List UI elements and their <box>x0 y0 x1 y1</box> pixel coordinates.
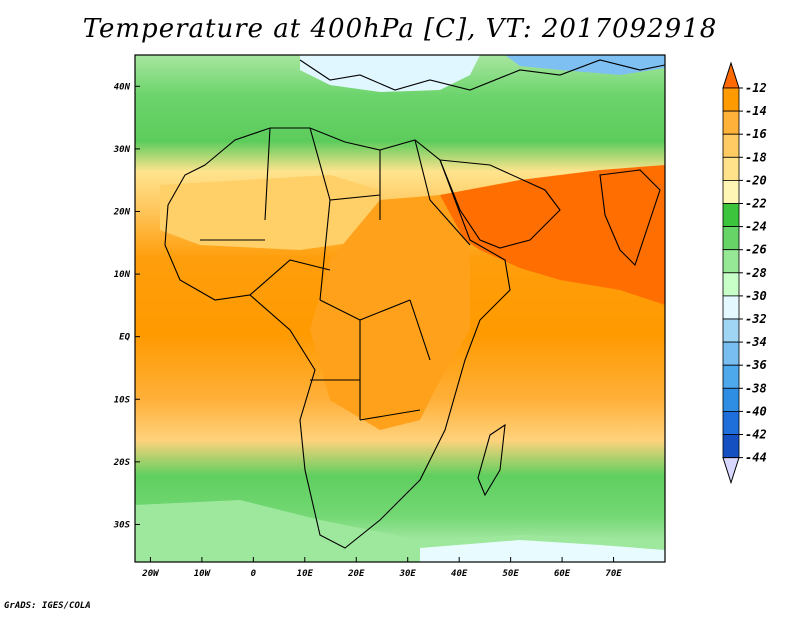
country-borders <box>200 127 471 421</box>
colorbar-label: -38 <box>745 381 767 395</box>
lon-tick-label: 40E <box>451 569 468 579</box>
lat-tick-label: 10N <box>114 270 131 280</box>
colorbar-segment <box>722 318 740 343</box>
colorbar-segment <box>722 387 740 412</box>
colorbar-label: -18 <box>745 150 767 164</box>
colorbar-label: -26 <box>745 243 767 257</box>
colorbar-top-arrow <box>722 61 740 89</box>
lat-tick-label: 20S <box>113 458 131 468</box>
cool-region-mediterranean <box>300 55 480 92</box>
lon-tick-label: 0 <box>251 569 257 579</box>
warm-region-sahara <box>160 175 380 250</box>
map-frame <box>134 54 666 563</box>
colorbar-label: -28 <box>745 266 767 280</box>
lat-tick-label: 10S <box>114 395 131 405</box>
colorbar-segment <box>722 156 740 181</box>
coastlines <box>164 59 665 549</box>
lat-tick-label: 20N <box>113 207 131 217</box>
colorbar-segment <box>722 295 740 320</box>
colorbar-label: -22 <box>745 197 767 211</box>
map-title: Temperature at 400hPa [C], VT: 201709291… <box>82 14 718 44</box>
latitude-axis: 40N 30N 20N 10N EQ 10S 20S 30S <box>113 82 140 530</box>
colorbar-segment <box>722 87 740 112</box>
colorbar-segment <box>722 341 740 366</box>
colorbar-label: -14 <box>745 104 767 118</box>
colorbar-bottom-arrow <box>722 457 740 485</box>
lon-tick-label: 60E <box>554 569 571 579</box>
madagascar-coastline <box>477 423 506 497</box>
colorbar-segment <box>722 364 740 389</box>
india-coastline <box>599 169 661 267</box>
lat-tick-label: 40N <box>114 82 131 92</box>
colorbar-label: -42 <box>745 428 767 442</box>
lon-tick-label: 10E <box>297 569 314 579</box>
colorbar-label: -44 <box>745 451 767 465</box>
warm-region-east-africa <box>310 195 470 430</box>
lat-tick-label: 30N <box>113 145 131 155</box>
lon-tick-label: 10W <box>194 569 212 579</box>
cold-region-north-east <box>505 55 665 75</box>
colorbar-label: -16 <box>745 127 767 141</box>
colorbar-segment <box>722 434 740 459</box>
cool-region-far-south <box>420 540 665 562</box>
lon-tick-label: 20E <box>347 569 365 579</box>
colorbar-label: -24 <box>745 220 767 234</box>
lon-tick-label: 20W <box>141 569 160 579</box>
colorbar-segment <box>722 410 740 435</box>
grads-credit: GrADS: IGES/COLA <box>4 601 91 611</box>
lon-tick-label: 70E <box>605 569 622 579</box>
colorbar-label: -12 <box>745 81 767 95</box>
colorbar-label: -32 <box>745 312 767 326</box>
colorbar-label: -30 <box>745 289 767 303</box>
longitude-axis: 20W 10W 0 10E 20E 30E 40E 50E 60E 70E <box>141 557 622 579</box>
colorbar: -12 -14 -16 -18 -20 -22 -24 -26 -28 -30 -32 -34 -36 -… <box>722 61 767 485</box>
colorbar-segment <box>722 203 740 228</box>
colorbar-segment <box>722 226 740 251</box>
arabia-coastline <box>439 159 561 249</box>
colorbar-label: -20 <box>745 173 767 187</box>
colorbar-segment <box>722 110 740 135</box>
lat-tick-label: EQ <box>119 333 130 343</box>
colorbar-segment <box>722 249 740 274</box>
lon-tick-label: 50E <box>502 569 519 579</box>
lat-tick-label: 30S <box>113 520 131 530</box>
colorbar-segment <box>722 133 740 158</box>
europe-coastline <box>299 59 665 91</box>
colorbar-label: -40 <box>745 404 767 418</box>
colorbar-label: -36 <box>745 358 767 372</box>
colorbar-segment <box>722 272 740 297</box>
colorbar-label: -34 <box>745 335 767 349</box>
hot-region-arabia <box>440 165 665 305</box>
lon-tick-label: 30E <box>399 569 417 579</box>
colorbar-segment <box>722 179 740 204</box>
